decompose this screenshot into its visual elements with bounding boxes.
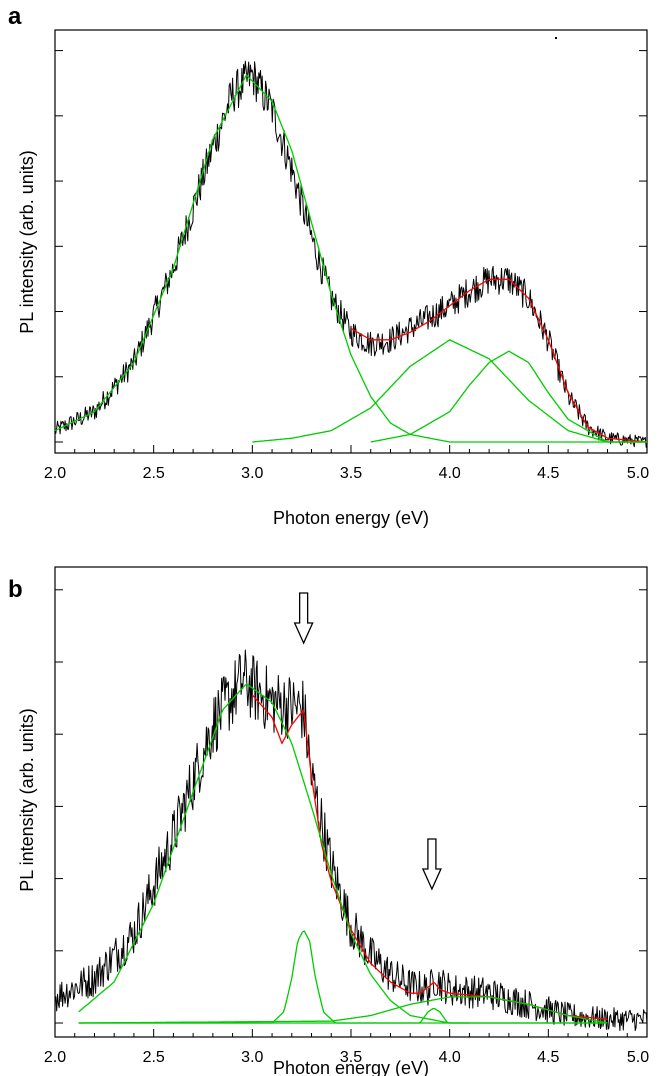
component-line: [370, 350, 647, 443]
panel-label-b: b: [8, 576, 23, 603]
component-line: [78, 996, 608, 1024]
panel-label-a: a: [8, 3, 22, 30]
component-line: [54, 74, 647, 443]
stray-dot-mark: [555, 37, 557, 39]
x-tick-label: 3.0: [241, 1049, 263, 1066]
x-axis-label-b: Photon energy (eV): [273, 1058, 429, 1076]
chart-panel-b: b 2.0 2.5 3.0 3.5 4.0 4.5 5.0 Photon ene…: [8, 566, 649, 1076]
x-axis-label-a: Photon energy (eV): [273, 508, 429, 528]
component-line: [78, 1007, 608, 1024]
x-tick-label: 2.5: [143, 465, 165, 482]
series-group-a: [54, 60, 648, 448]
spectrum-line: [54, 649, 648, 1031]
y-axis-ticks-b: [55, 589, 647, 1024]
x-axis-ticks-a: [54, 445, 648, 453]
x-tick-label: 5.0: [627, 1049, 649, 1066]
fit-line: [350, 278, 648, 443]
series-group-b: [54, 649, 648, 1031]
x-tick-label: 5.0: [627, 465, 649, 482]
x-tick-label: 4.5: [537, 465, 559, 482]
x-tick-label: 4.0: [439, 465, 461, 482]
x-tick-label: 3.5: [340, 1049, 362, 1066]
plot-frame-b: [54, 566, 648, 1038]
spectrum-line: [54, 60, 647, 448]
chart-panel-a: a 2.0 2.5 3.0 3.5 4.0 4.5 5.0 Photon ene…: [8, 3, 649, 528]
x-tick-label: 4.0: [439, 1049, 461, 1066]
peak-arrow: [293, 592, 314, 645]
component-line: [78, 683, 470, 1024]
x-tick-label: 2.0: [44, 1049, 66, 1066]
y-axis-label-a: PL intensity (arb. units): [17, 150, 37, 333]
component-line: [252, 339, 647, 443]
arrows-group-b: [293, 592, 442, 891]
x-tick-label: 2.0: [44, 465, 66, 482]
component-line: [78, 930, 608, 1024]
x-axis-ticks-b: [54, 1029, 648, 1037]
x-tick-label: 2.5: [143, 1049, 165, 1066]
peak-arrow: [421, 838, 442, 891]
plot-frame-a: [54, 29, 648, 454]
y-axis-ticks-a: [55, 50, 647, 443]
x-tick-label: 3.5: [340, 465, 362, 482]
x-tick-label: 3.0: [241, 465, 263, 482]
y-axis-label-b: PL intensity (arb. units): [17, 708, 37, 891]
x-tick-label: 4.5: [537, 1049, 559, 1066]
